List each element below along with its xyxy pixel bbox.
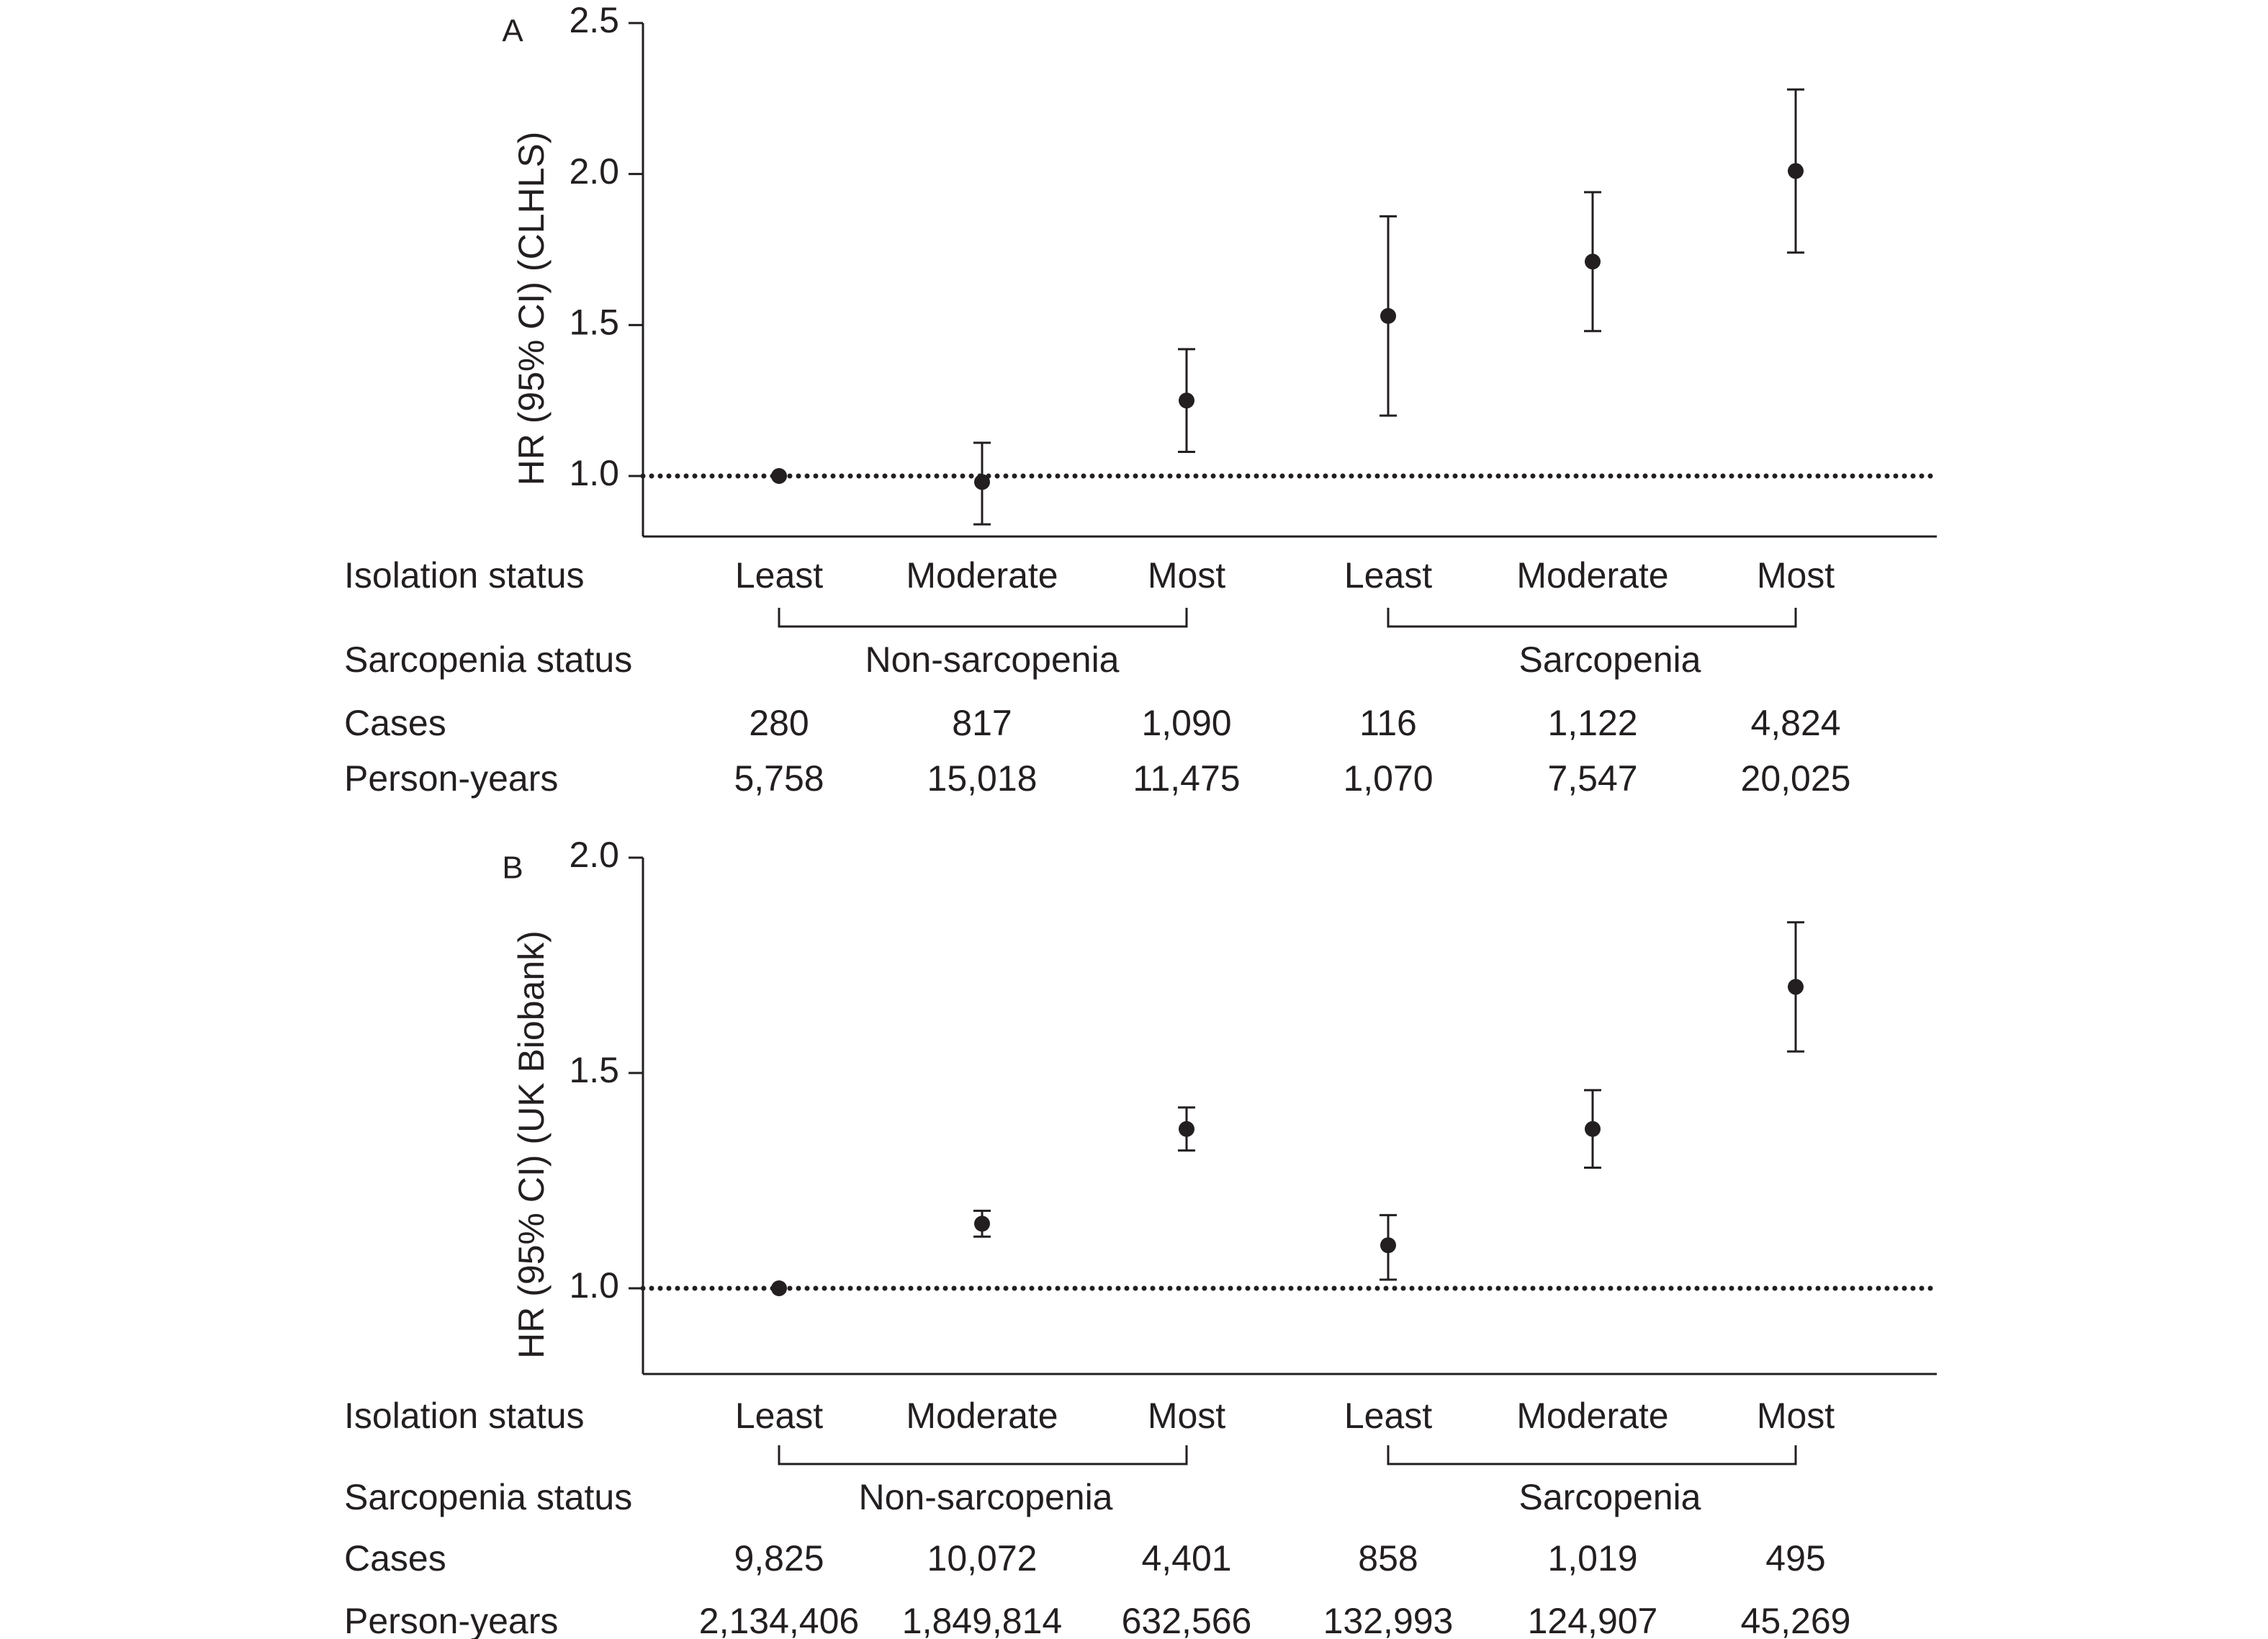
cases-value: 1,122 — [1547, 703, 1637, 743]
hr-point — [1585, 1121, 1601, 1137]
group-label: Non-sarcopenia — [865, 639, 1120, 680]
category-label: Most — [1757, 555, 1835, 596]
person-years-value: 1,070 — [1343, 758, 1433, 799]
cases-value: 9,825 — [734, 1538, 824, 1579]
category-label: Least — [735, 555, 823, 596]
row-label-person_years: Person-years — [344, 758, 558, 799]
category-label: Least — [1344, 1396, 1432, 1436]
person-years-value: 15,018 — [927, 758, 1038, 799]
panel-a: A 1.0 1.5 2.0 2.5 HR (95% CI) (CLHLS) Isolatio… — [344, 0, 1940, 799]
row-label-sarcopenia: Sarcopenia status — [344, 639, 632, 680]
person-years-value: 45,269 — [1741, 1601, 1851, 1639]
hr-point — [1179, 392, 1194, 409]
y-tick-label: 1.0 — [569, 1265, 619, 1306]
cases-value: 280 — [749, 703, 809, 743]
panel-label: A — [502, 14, 523, 49]
y-tick-label: 1.5 — [569, 302, 619, 343]
person-years-value: 7,547 — [1547, 758, 1637, 799]
cases-value: 10,072 — [927, 1538, 1038, 1579]
group-bracket — [1387, 1445, 1797, 1465]
hr-point — [1380, 307, 1396, 324]
hr-point — [1585, 253, 1601, 270]
row-label-cases: Cases — [344, 1538, 446, 1579]
person-years-value: 2,134,406 — [699, 1601, 859, 1639]
cases-value: 817 — [952, 703, 1012, 743]
hr-point — [1380, 1237, 1396, 1254]
category-label: Moderate — [906, 555, 1058, 596]
cases-value: 1,090 — [1141, 703, 1231, 743]
y-tick-label: 2.5 — [569, 0, 619, 40]
cases-value: 858 — [1358, 1538, 1418, 1579]
hr-point — [1788, 979, 1804, 995]
group-label: Non-sarcopenia — [859, 1477, 1113, 1517]
category-label: Moderate — [1516, 1396, 1668, 1436]
cases-value: 4,824 — [1750, 703, 1840, 743]
hr-point — [974, 1216, 990, 1232]
group-bracket — [778, 1445, 1188, 1465]
row-label-isolation: Isolation status — [344, 1396, 585, 1436]
y-tick-label: 1.5 — [569, 1050, 619, 1090]
person-years-value: 132,993 — [1323, 1601, 1454, 1639]
panel-label: B — [502, 850, 523, 886]
category-label: Least — [1344, 555, 1432, 596]
row-label-cases: Cases — [344, 703, 446, 743]
cases-value: 495 — [1765, 1538, 1825, 1579]
row-label-sarcopenia: Sarcopenia status — [344, 1477, 632, 1517]
hr-point — [1179, 1121, 1194, 1137]
person-years-value: 632,566 — [1122, 1601, 1252, 1639]
row-label-isolation: Isolation status — [344, 555, 585, 596]
hr-point — [1788, 163, 1804, 179]
y-tick-label: 1.0 — [569, 453, 619, 493]
category-label: Most — [1757, 1396, 1835, 1436]
category-label: Moderate — [1516, 555, 1668, 596]
cases-value: 1,019 — [1547, 1538, 1637, 1579]
y-tick-label: 2.0 — [569, 835, 619, 875]
y-axis-label: HR (95% CI) (CLHLS) — [511, 132, 552, 486]
person-years-value: 11,475 — [1133, 758, 1240, 799]
y-tick-label: 2.0 — [569, 151, 619, 192]
category-label: Least — [735, 1396, 823, 1436]
category-label: Moderate — [906, 1396, 1058, 1436]
group-bracket — [778, 608, 1188, 628]
category-label: Most — [1148, 1396, 1225, 1436]
person-years-value: 5,758 — [734, 758, 824, 799]
row-label-person_years: Person-years — [344, 1601, 558, 1639]
person-years-value: 124,907 — [1528, 1601, 1658, 1639]
category-label: Most — [1148, 555, 1225, 596]
hr-point — [771, 468, 787, 484]
hr-point — [974, 474, 990, 490]
cases-value: 116 — [1359, 703, 1417, 743]
group-bracket — [1387, 608, 1797, 628]
cases-value: 4,401 — [1141, 1538, 1231, 1579]
group-label: Sarcopenia — [1519, 639, 1701, 680]
hr-point — [771, 1280, 787, 1296]
person-years-value: 20,025 — [1741, 758, 1851, 799]
person-years-value: 1,849,814 — [902, 1601, 1062, 1639]
y-axis-label: HR (95% CI) (UK Biobank) — [511, 930, 552, 1359]
panel-b: B 1.0 1.5 2.0 HR (95% CI) (UK Biobank) Isolat… — [344, 835, 1940, 1639]
group-label: Sarcopenia — [1519, 1477, 1701, 1517]
